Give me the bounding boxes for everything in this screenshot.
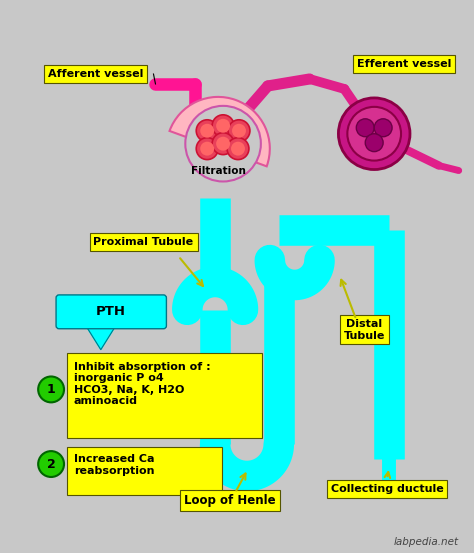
Circle shape xyxy=(232,124,246,138)
Polygon shape xyxy=(86,326,116,349)
Circle shape xyxy=(365,134,383,152)
Circle shape xyxy=(38,377,64,403)
Circle shape xyxy=(185,106,261,181)
Circle shape xyxy=(200,124,214,138)
Text: Distal
Tubule: Distal Tubule xyxy=(344,319,385,341)
Circle shape xyxy=(212,115,234,137)
Circle shape xyxy=(38,451,64,477)
Circle shape xyxy=(200,142,214,155)
Text: Proximal Tubule: Proximal Tubule xyxy=(93,237,193,247)
Text: labpedia.net: labpedia.net xyxy=(393,536,459,546)
Circle shape xyxy=(227,138,249,160)
Text: 1: 1 xyxy=(47,383,55,396)
Circle shape xyxy=(347,107,401,160)
Text: Afferent vessel: Afferent vessel xyxy=(48,69,144,79)
Circle shape xyxy=(374,119,392,137)
FancyBboxPatch shape xyxy=(67,353,262,438)
Text: Collecting ductule: Collecting ductule xyxy=(331,484,444,494)
Circle shape xyxy=(196,120,218,142)
FancyBboxPatch shape xyxy=(67,447,222,495)
Circle shape xyxy=(216,137,230,150)
Circle shape xyxy=(356,119,374,137)
Text: Loop of Henle: Loop of Henle xyxy=(184,494,276,507)
Text: PTH: PTH xyxy=(96,305,126,319)
FancyBboxPatch shape xyxy=(56,295,166,328)
Circle shape xyxy=(228,120,250,142)
Circle shape xyxy=(216,119,230,133)
Text: Filtration: Filtration xyxy=(191,165,246,175)
Text: Increased Ca
reabsorption: Increased Ca reabsorption xyxy=(74,454,155,476)
Text: 2: 2 xyxy=(47,457,55,471)
Text: Inhibit absorption of :
inorganic P o4
HCO3, Na, K, H2O
aminoacid: Inhibit absorption of : inorganic P o4 H… xyxy=(74,362,210,406)
Circle shape xyxy=(212,133,234,155)
Circle shape xyxy=(231,142,245,155)
Text: Efferent vessel: Efferent vessel xyxy=(357,59,451,69)
Circle shape xyxy=(338,98,410,170)
Circle shape xyxy=(196,138,218,160)
Wedge shape xyxy=(170,97,270,166)
